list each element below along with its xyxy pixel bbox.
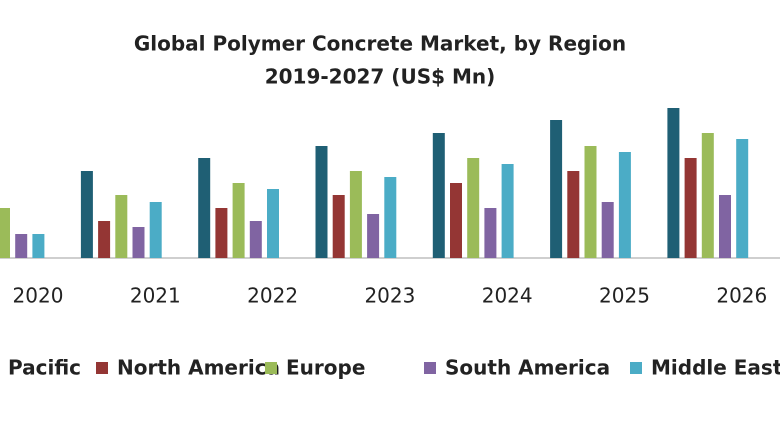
bar: [432, 133, 445, 258]
x-tick-label: 2020: [13, 284, 64, 308]
bar: [384, 177, 397, 258]
legend-swatch: [630, 362, 642, 374]
bar: [601, 202, 614, 258]
bar: [80, 171, 93, 258]
bar: [484, 208, 497, 258]
x-tick-label: 2021: [130, 284, 181, 308]
bar: [550, 120, 563, 258]
bar: [149, 202, 162, 258]
bar: [450, 183, 462, 258]
bar: [567, 171, 580, 258]
bar: [701, 133, 714, 258]
bar: [584, 146, 597, 258]
legend-label: Europe: [286, 356, 365, 380]
x-tick-label: 2024: [482, 284, 533, 308]
bar: [32, 234, 45, 258]
bar: [232, 183, 245, 258]
legend-label: Pacific: [8, 356, 81, 380]
x-tick-label: 2022: [247, 284, 298, 308]
chart-title: Global Polymer Concrete Market, by Regio…: [134, 32, 626, 56]
bar: [0, 208, 10, 258]
bar: [736, 139, 749, 258]
bar: [215, 208, 228, 258]
bar: [684, 158, 697, 258]
bar: [349, 171, 362, 258]
legend-swatch: [96, 362, 108, 374]
bar: [15, 234, 28, 258]
bar: [501, 164, 514, 258]
legend-label: South America: [445, 356, 610, 380]
x-tick-label: 2023: [364, 284, 415, 308]
bar: [719, 195, 731, 258]
x-tick-label: 2026: [716, 284, 767, 308]
bar: [667, 108, 680, 258]
bar: [618, 152, 631, 258]
bar: [198, 158, 211, 258]
legend-label: North America: [117, 356, 280, 380]
legend-label: Middle East: [651, 356, 780, 380]
bar: [315, 146, 328, 258]
bar: [267, 189, 279, 258]
bar: [115, 195, 128, 258]
bar: [367, 214, 380, 258]
bar: [132, 227, 145, 258]
legend-swatch: [265, 362, 277, 374]
x-tick-label: 2025: [599, 284, 650, 308]
bar: [98, 221, 111, 258]
legend-swatch: [424, 362, 436, 374]
bar: [249, 221, 262, 258]
bar: [467, 158, 480, 258]
bar: [332, 195, 345, 258]
chart-subtitle: 2019-2027 (US$ Mn): [265, 65, 496, 89]
